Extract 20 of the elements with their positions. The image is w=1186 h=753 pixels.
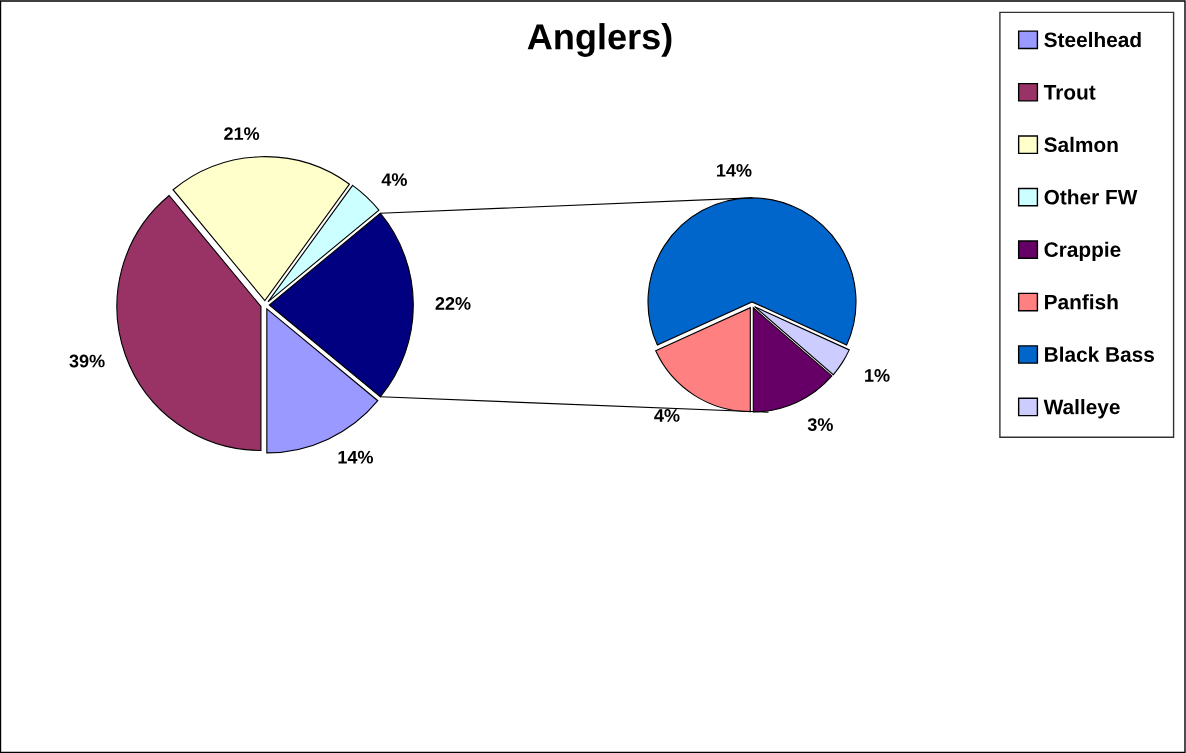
legend-label: Walleye	[1043, 399, 1120, 419]
legend-label: Crappie	[1044, 241, 1121, 262]
legend-label: Steelhead	[1044, 31, 1141, 48]
data-label: 3%	[807, 418, 833, 431]
data-label: 4%	[381, 173, 407, 186]
data-label: 14%	[717, 163, 752, 177]
data-label: 21%	[224, 127, 260, 140]
legend-label: Panfish	[1045, 294, 1118, 310]
data-label: 1%	[865, 369, 890, 382]
data-label: 4%	[654, 409, 680, 422]
chart-title: Anglers)	[527, 23, 672, 57]
legend-label: Salmon	[1044, 136, 1118, 153]
data-label: 22%	[435, 297, 471, 310]
legend-label: Black Bass	[1045, 346, 1154, 362]
pie-slice	[172, 156, 351, 302]
data-label: 14%	[338, 450, 374, 464]
data-label: 39%	[69, 354, 105, 368]
legend-label: Other FW	[1044, 189, 1138, 205]
legend-label: Trout	[1043, 85, 1096, 100]
pie-slice	[267, 184, 380, 303]
